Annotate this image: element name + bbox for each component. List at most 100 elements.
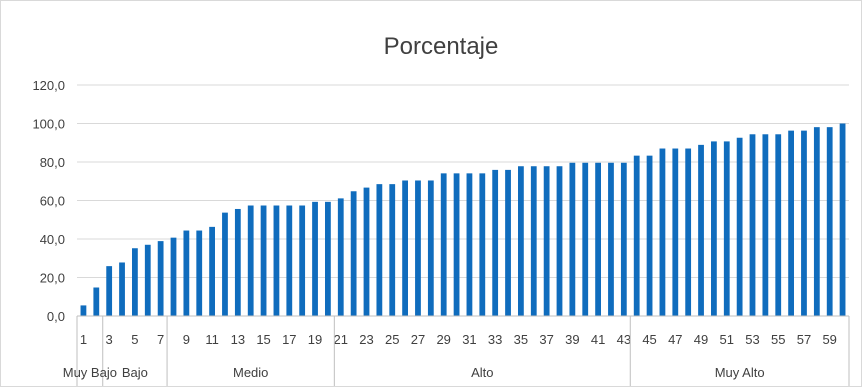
x-tick-label: 45	[642, 332, 656, 347]
bar-59	[826, 127, 833, 316]
bar-1	[80, 305, 87, 316]
bar-38	[556, 166, 563, 316]
bar-27	[415, 180, 421, 316]
y-axis-ticks: 0,0 20,0 40,0 60,0 80,0 100,0 120,0	[32, 78, 65, 324]
x-tick-label: 3	[106, 332, 113, 347]
group-labels: Muy Bajo Bajo Medio Alto Muy Alto	[63, 316, 850, 386]
x-tick-label: 57	[797, 332, 811, 347]
y-tick-label: 40,0	[40, 232, 65, 247]
bar-48	[685, 148, 692, 316]
x-tick-label: 37	[539, 332, 553, 347]
bar-8	[170, 237, 177, 316]
bar-52	[736, 137, 743, 316]
x-tick-label: 13	[231, 332, 245, 347]
bar-18	[299, 205, 306, 316]
group-label: Muy Bajo	[63, 365, 117, 380]
group-label: Bajo	[122, 365, 148, 380]
bar-6	[144, 244, 151, 316]
group-label: Muy Alto	[715, 365, 765, 380]
x-tick-label: 51	[720, 332, 734, 347]
bar-55	[775, 134, 782, 316]
bar-34	[505, 169, 511, 316]
bar-5	[132, 248, 138, 316]
group-label: Medio	[233, 365, 268, 380]
x-axis-ticks: 1 3 5 7 9 11 13 15 17 19 21 23 25 27 29 31 33 35 37 39 41 43 4…	[80, 332, 837, 347]
x-tick-label: 29	[436, 332, 450, 347]
x-tick-label: 11	[205, 332, 219, 347]
bar-31	[466, 173, 473, 316]
x-tick-label: 19	[308, 332, 322, 347]
bar-49	[698, 144, 704, 316]
bar-56	[788, 130, 794, 316]
bar-14	[247, 205, 254, 316]
bar-36	[530, 166, 537, 316]
bar-19	[312, 201, 318, 316]
chart-title: Porcentaje	[384, 33, 499, 60]
y-tick-label: 20,0	[40, 271, 65, 286]
bar-21	[337, 198, 344, 316]
bar-53	[749, 134, 756, 316]
bar-11	[209, 226, 215, 316]
x-tick-label: 53	[745, 332, 759, 347]
bar-13	[234, 208, 241, 316]
x-tick-label: 5	[131, 332, 138, 347]
x-tick-label: 49	[694, 332, 708, 347]
bar-9	[183, 230, 190, 316]
grid-lines	[77, 84, 849, 278]
bar-25	[389, 184, 396, 316]
bar-43	[620, 162, 627, 316]
bar-41	[595, 162, 601, 316]
bar-22	[350, 191, 357, 316]
x-tick-label: 23	[359, 332, 373, 347]
bar-15	[260, 205, 267, 316]
bar-50	[711, 141, 717, 316]
x-tick-label: 7	[157, 332, 164, 347]
bar-46	[659, 148, 666, 316]
x-tick-label: 31	[462, 332, 476, 347]
x-tick-label: 43	[617, 332, 631, 347]
bar-58	[813, 127, 820, 316]
bar-37	[543, 166, 550, 316]
x-tick-label: 35	[514, 332, 528, 347]
x-tick-label: 9	[183, 332, 190, 347]
bar-60	[839, 123, 846, 316]
x-tick-label: 55	[771, 332, 785, 347]
bar-30	[453, 173, 460, 316]
x-tick-label: 47	[668, 332, 682, 347]
bar-47	[672, 148, 679, 316]
bar-20	[325, 201, 331, 316]
group-label: Alto	[471, 365, 493, 380]
bars	[80, 123, 846, 316]
bar-16	[273, 205, 280, 316]
bar-23	[363, 187, 370, 316]
bar-57	[801, 130, 807, 316]
x-tick-label: 59	[822, 332, 836, 347]
x-tick-label: 41	[591, 332, 605, 347]
bar-51	[723, 141, 730, 316]
x-tick-label: 21	[334, 332, 348, 347]
x-tick-label: 17	[282, 332, 296, 347]
x-tick-label: 39	[565, 332, 579, 347]
bar-7	[157, 241, 164, 316]
bar-2	[93, 287, 100, 316]
bar-39	[569, 162, 576, 316]
bar-28	[427, 180, 434, 316]
bar-10	[196, 230, 203, 316]
bar-26	[402, 180, 408, 316]
bar-42	[608, 162, 614, 316]
bar-24	[376, 184, 383, 316]
y-tick-label: 100,0	[32, 117, 65, 132]
bar-40	[582, 162, 589, 316]
bar-29	[440, 173, 447, 316]
bar-17	[286, 205, 293, 316]
bar-4	[119, 262, 125, 316]
bar-12	[222, 212, 228, 316]
x-tick-label: 15	[256, 332, 270, 347]
y-tick-label: 80,0	[40, 155, 65, 170]
x-tick-label: 25	[385, 332, 399, 347]
x-tick-label: 33	[488, 332, 502, 347]
bar-33	[492, 169, 499, 316]
bar-44	[633, 155, 640, 316]
